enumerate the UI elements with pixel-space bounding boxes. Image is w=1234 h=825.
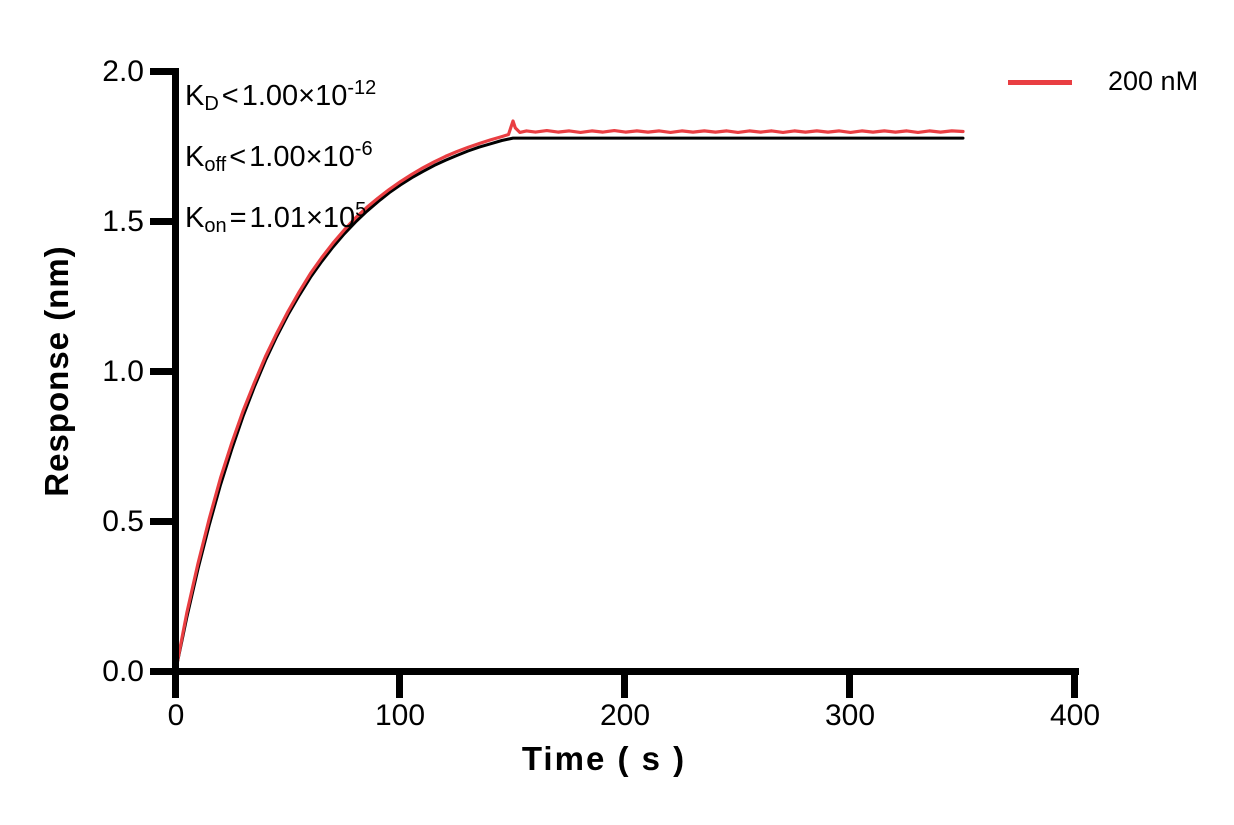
y-tick-1.0 [150,368,179,375]
kd-annotation: KD <1.00×10-12 [185,66,376,127]
y-tick-label: 0.0 [102,655,144,688]
x-tick-label: 100 [374,699,426,732]
legend-line-marker [1008,79,1072,85]
koff-operator: < [229,141,247,173]
y-tick-0.5 [150,518,179,525]
legend-label-200nM: 200 nM [1108,66,1199,96]
kon-exponent: 5 [355,199,367,221]
kon-annotation: Kon = 1.01×105 [185,188,376,249]
y-tick-0.0 [150,668,179,675]
kinetic-annotations: KD <1.00×10-12 Koff <1.00×10-6 Kon = 1.01×10… [185,66,376,249]
koff-mantissa: 1.00×10 [249,141,355,173]
koff-exponent: -6 [354,138,373,160]
x-tick-label: 400 [1049,699,1101,732]
kd-base: K [185,80,205,112]
x-tick-100 [396,668,403,698]
x-tick-label: 300 [824,699,876,732]
kon-base: K [185,202,205,234]
y-tick-label: 0.5 [102,505,144,538]
x-tick-300 [846,668,853,698]
kon-mantissa: 1.01×10 [249,202,356,234]
kd-subscript: D [204,93,219,115]
y-tick-label: 2.0 [102,55,144,88]
y-tick-label: 1.5 [102,205,144,238]
koff-base: K [185,141,205,173]
x-axis-title: Time ( s ) [521,740,687,777]
kd-mantissa: 1.00×10 [241,80,348,112]
y-axis-title: Response (nm) [38,245,75,497]
y-tick-2.0 [150,68,179,75]
x-tick-400 [1071,668,1078,698]
x-tick-label: 200 [599,699,651,732]
y-tick-label: 1.0 [102,355,144,388]
kd-operator: < [221,80,239,112]
koff-annotation: Koff <1.00×10-6 [185,127,376,188]
y-tick-1.5 [150,218,179,225]
x-tick-0 [172,668,179,698]
kon-operator: = [229,202,247,234]
x-tick-200 [621,668,628,698]
kon-subscript: on [204,215,227,237]
koff-subscript: off [204,154,227,176]
legend: 200 nM [1008,64,1198,98]
x-tick-label: 0 [167,699,185,732]
kd-exponent: -12 [347,77,377,99]
